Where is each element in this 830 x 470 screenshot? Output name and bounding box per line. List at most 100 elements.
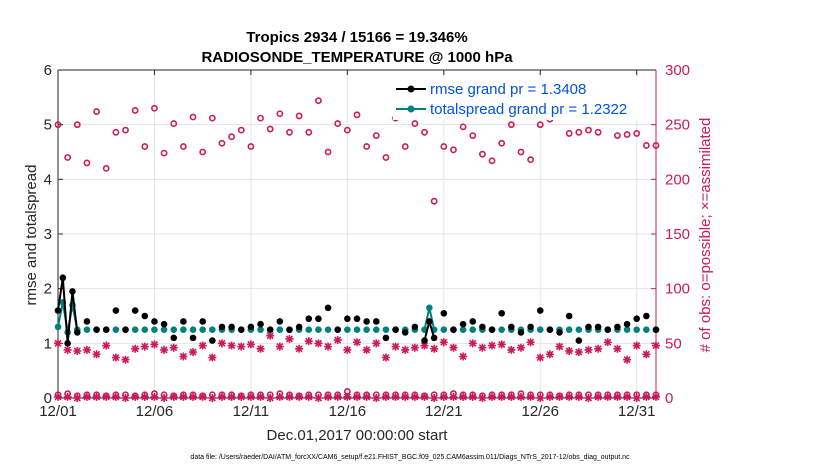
rmse-point	[64, 340, 71, 347]
possible-obs-point	[151, 104, 158, 112]
possible-obs-point	[652, 142, 660, 149]
possible-obs-point	[179, 143, 187, 150]
assimilated-obs-point	[266, 331, 275, 340]
assimilated-obs-point	[227, 392, 236, 401]
possible-obs-point	[257, 114, 264, 122]
rmse-point	[160, 320, 168, 328]
rmse-point	[643, 312, 650, 320]
rmse-point	[479, 323, 486, 331]
assimilated-obs-point	[623, 392, 632, 401]
possible-obs-point	[411, 120, 419, 127]
assimilated-obs-point	[324, 392, 333, 401]
assimilated-obs-point	[217, 339, 226, 348]
data-layer	[54, 97, 660, 402]
assimilated-obs-point	[237, 342, 246, 351]
legend-rmse-marker	[407, 85, 415, 93]
rmse-point	[247, 323, 255, 331]
possible-obs-point	[295, 112, 303, 120]
assimilated-obs-point	[246, 340, 255, 349]
legend-box	[393, 77, 651, 120]
assimilated-obs-point	[497, 392, 506, 401]
assimilated-obs-point	[584, 345, 593, 354]
rmse-point	[73, 329, 81, 336]
rmse-point	[54, 307, 62, 314]
assimilated-obs-point	[82, 345, 91, 354]
possible-obs-point	[536, 121, 544, 129]
rmse-point	[276, 318, 284, 325]
rmse-point	[112, 307, 120, 314]
assimilated-obs-point	[150, 392, 159, 401]
assimilated-obs-point	[54, 339, 62, 348]
totalspread-point	[382, 326, 390, 333]
rmse-point	[122, 326, 129, 333]
legend-spread-marker	[407, 105, 415, 113]
rmse-point	[426, 318, 433, 325]
assimilated-obs-point	[189, 392, 198, 401]
totalspread-point	[426, 304, 433, 312]
possible-obs-point	[372, 132, 380, 139]
assimilated-obs-point	[391, 392, 400, 401]
assimilated-obs-point	[275, 342, 284, 351]
rmse-point	[508, 323, 515, 331]
assimilated-obs-point	[160, 345, 169, 354]
assimilated-obs-point	[266, 394, 275, 402]
possible-obs-point	[353, 111, 361, 119]
totalspread-point	[623, 326, 631, 333]
assimilated-obs-point	[459, 392, 468, 401]
assimilated-obs-point	[227, 341, 236, 350]
assimilated-obs-point	[179, 392, 188, 401]
assimilated-obs-point	[256, 392, 265, 401]
assimilated-obs-point	[285, 392, 294, 401]
possible-obs-point	[160, 149, 168, 157]
totalspread-point	[344, 326, 351, 333]
assimilated-obs-point	[169, 343, 178, 352]
assimilated-obs-point	[121, 394, 130, 402]
assimilated-obs-point	[420, 392, 429, 401]
possible-obs-point	[343, 126, 351, 134]
possible-obs-point	[324, 148, 332, 156]
x-tick-label: 12/16	[329, 403, 367, 420]
possible-obs-point	[218, 139, 226, 147]
possible-obs-point	[276, 110, 284, 118]
rmse-point	[266, 326, 274, 333]
assimilated-obs-point	[449, 392, 458, 401]
assimilated-obs-point	[121, 355, 130, 364]
assimilated-obs-point	[314, 394, 323, 402]
totalspread-point	[440, 326, 448, 333]
rmse-point	[392, 326, 399, 333]
rmse-point	[594, 323, 602, 331]
possible-obs-point	[83, 159, 91, 167]
assimilated-obs-point	[401, 392, 410, 401]
assimilated-obs-point	[275, 392, 284, 401]
totalspread-point	[131, 326, 139, 333]
y-tick-label-left: 3	[44, 226, 52, 243]
assimilated-obs-point	[642, 350, 651, 359]
assimilated-obs-point	[545, 392, 554, 401]
y-tick-label-left: 4	[44, 171, 52, 188]
x-tick-label: 12/31	[618, 403, 656, 420]
y-tick-label-right: 200	[665, 171, 690, 188]
assimilated-obs-point	[410, 392, 419, 401]
rmse-point	[180, 318, 187, 325]
possible-obs-point	[614, 132, 621, 139]
possible-obs-point	[305, 128, 313, 136]
assimilated-obs-point	[584, 394, 593, 402]
totalspread-point	[372, 326, 380, 333]
assimilated-obs-point	[613, 344, 622, 353]
totalspread-point	[565, 326, 573, 333]
assimilated-obs-point	[304, 337, 313, 346]
possible-obs-point	[73, 121, 81, 129]
assimilated-obs-point	[632, 341, 641, 350]
rmse-point	[401, 329, 409, 336]
assimilated-obs-point	[526, 338, 535, 347]
assimilated-obs-point	[304, 392, 313, 401]
assimilated-obs-point	[420, 341, 429, 350]
assimilated-obs-point	[594, 392, 603, 401]
possible-obs-point	[421, 128, 428, 136]
rmse-point	[131, 307, 139, 314]
rmse-point	[633, 315, 641, 323]
assimilated-obs-point	[217, 392, 226, 401]
totalspread-point	[536, 326, 544, 333]
rmse-point	[324, 304, 332, 312]
